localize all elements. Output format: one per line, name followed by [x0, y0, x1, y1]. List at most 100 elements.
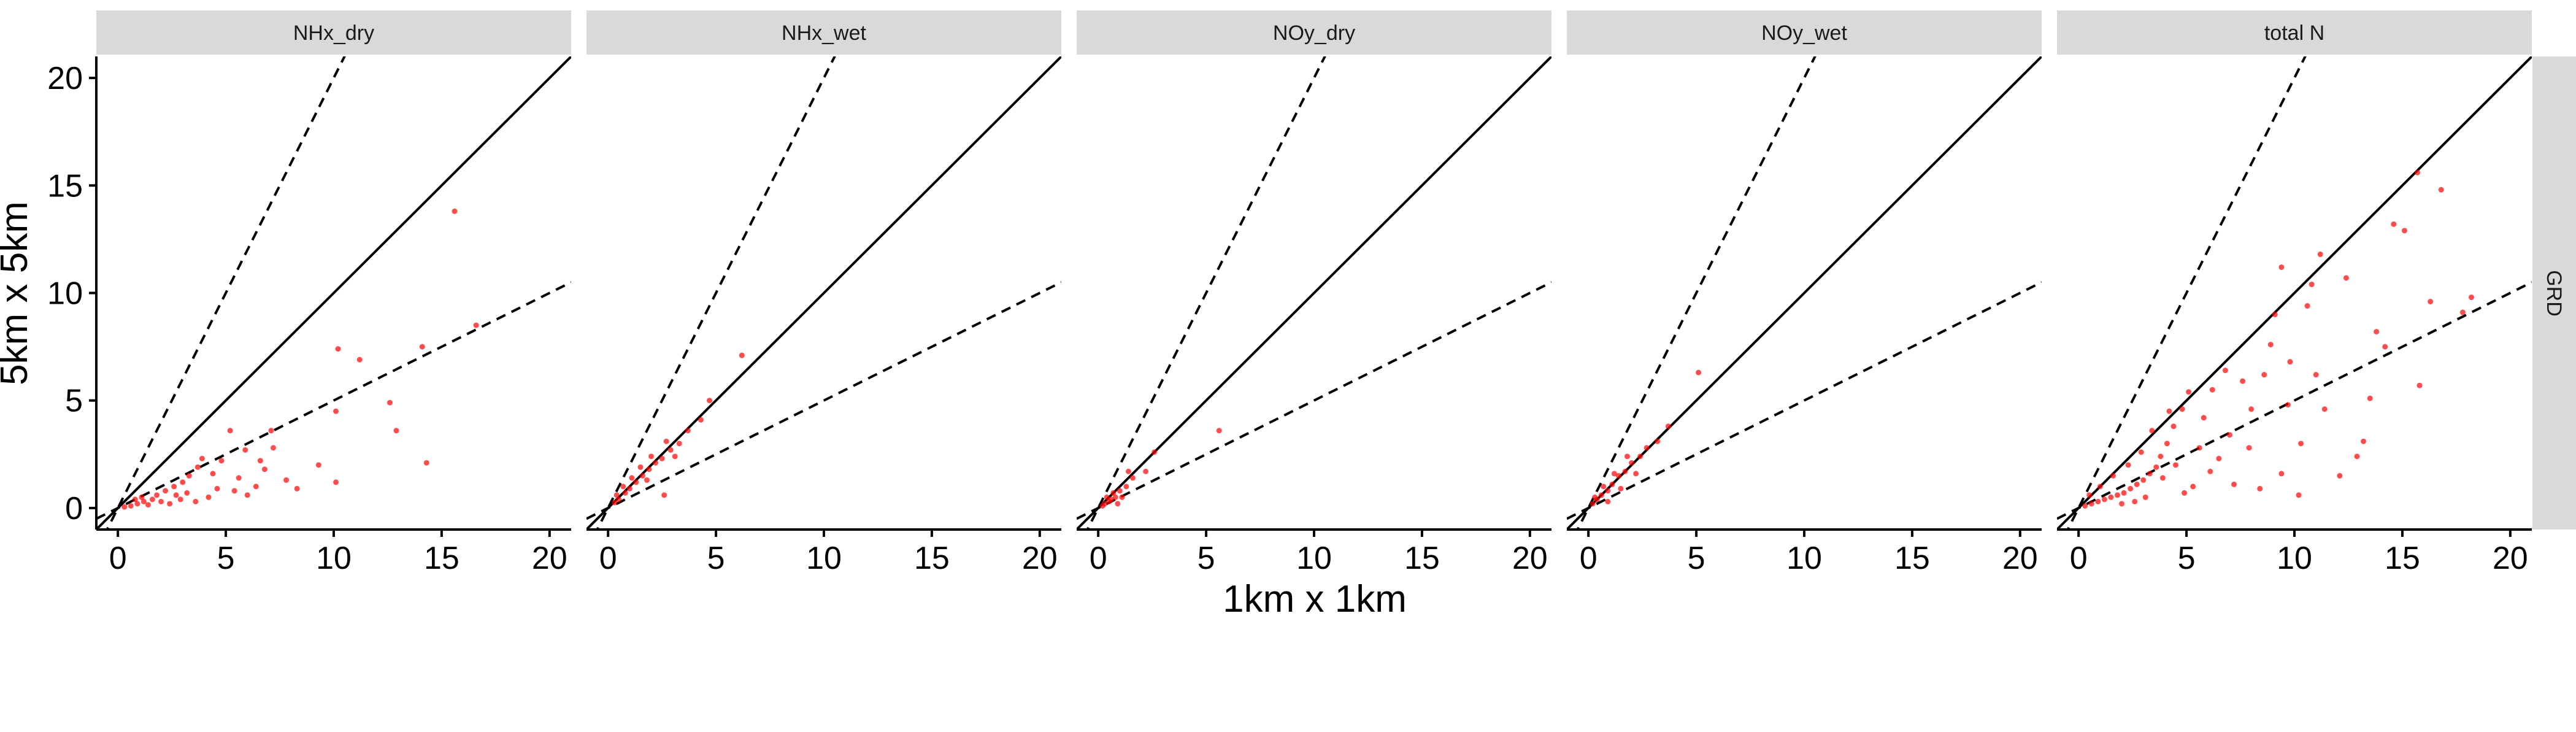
data-point [620, 484, 626, 490]
x-tick-label: 15 [1404, 541, 1440, 576]
data-point [2428, 299, 2434, 305]
x-tick-label: 10 [2277, 541, 2312, 576]
data-point [2298, 441, 2304, 447]
data-point [2142, 494, 2148, 500]
data-point [173, 492, 179, 498]
data-point [698, 417, 704, 423]
data-point [707, 398, 713, 404]
facet-strip [96, 10, 571, 55]
facet-panel: NHx_wet 0 5 10 15 20 [586, 10, 1061, 576]
data-point [1125, 468, 1131, 474]
data-point [2261, 372, 2267, 378]
data-point [2313, 372, 2319, 378]
data-point [2278, 471, 2285, 477]
data-point [270, 445, 276, 451]
data-point [140, 498, 147, 504]
data-point [193, 498, 199, 504]
data-point [648, 453, 655, 460]
data-point [2119, 501, 2125, 507]
data-point [1611, 471, 1617, 477]
y-axis-title: 5km x 5km [0, 201, 36, 385]
data-point [171, 484, 177, 490]
data-point [1119, 494, 1125, 500]
reference-line-1to1 [1077, 56, 1551, 530]
data-point [2190, 484, 2196, 490]
data-point [1104, 494, 1110, 500]
data-point [2361, 438, 2367, 444]
data-point [2257, 485, 2263, 491]
data-point [2182, 490, 2188, 496]
data-point [633, 479, 639, 485]
facet-row-strip-label: GRD [2542, 270, 2566, 317]
data-point [2382, 344, 2388, 350]
y-tick-label: 15 [47, 168, 83, 204]
x-tick-label: 20 [2493, 541, 2528, 576]
data-point [1655, 438, 1661, 444]
data-point [2226, 432, 2232, 438]
data-point [663, 438, 669, 444]
data-point [2158, 453, 2164, 460]
x-tick-label: 10 [316, 541, 352, 576]
data-point [2095, 498, 2101, 504]
data-point [1633, 471, 1639, 477]
data-point [2321, 406, 2328, 412]
data-point [2267, 342, 2274, 348]
data-point [1665, 423, 1671, 430]
x-tick-label: 15 [1894, 541, 1930, 576]
data-point [2147, 471, 2153, 477]
reference-line-2to1 [596, 56, 836, 530]
data-point [1129, 475, 1136, 481]
data-point [218, 458, 225, 464]
data-point [2128, 485, 2134, 491]
data-point [644, 477, 650, 483]
data-point [2374, 329, 2380, 335]
data-point [134, 501, 140, 507]
data-point [335, 346, 341, 352]
facet-strip-label: NHx_dry [293, 21, 374, 45]
data-point [1696, 369, 1702, 376]
data-point [283, 477, 290, 483]
reference-line-1to1 [2057, 56, 2532, 530]
x-tick-label: 5 [1198, 541, 1215, 576]
data-point [244, 492, 250, 498]
data-point [2140, 477, 2147, 483]
data-point [2246, 445, 2252, 451]
reference-line-1to1 [586, 56, 1061, 530]
data-point [1115, 501, 1121, 507]
data-point [2086, 492, 2093, 498]
data-point [2138, 449, 2144, 455]
data-point [653, 460, 659, 466]
data-point [2337, 472, 2343, 479]
x-tick-label: 5 [707, 541, 725, 576]
data-point [2304, 303, 2310, 309]
data-point [661, 492, 667, 498]
reference-line-1to2 [1077, 281, 1551, 520]
data-point [1601, 484, 1607, 490]
data-point [2207, 468, 2213, 474]
data-point [1605, 488, 1611, 494]
data-point [2108, 494, 2114, 500]
data-point [2415, 169, 2421, 175]
data-point [629, 475, 635, 481]
data-point [2222, 368, 2228, 374]
data-point [2354, 453, 2360, 460]
data-point [180, 479, 186, 485]
x-tick-label: 0 [2070, 541, 2088, 576]
data-point [206, 494, 212, 500]
data-point [1117, 488, 1123, 494]
data-point [253, 484, 259, 490]
data-point [2459, 309, 2466, 315]
data-point [2401, 228, 2407, 234]
data-point [149, 496, 155, 503]
x-tick-label: 0 [1090, 541, 1107, 576]
data-point [419, 344, 425, 350]
data-point [637, 464, 644, 470]
data-point [1123, 484, 1129, 490]
data-point [177, 496, 183, 503]
data-point [139, 494, 145, 500]
data-point [1590, 501, 1596, 507]
data-point [2186, 389, 2192, 395]
data-point [2309, 281, 2315, 287]
data-point [2287, 359, 2293, 365]
